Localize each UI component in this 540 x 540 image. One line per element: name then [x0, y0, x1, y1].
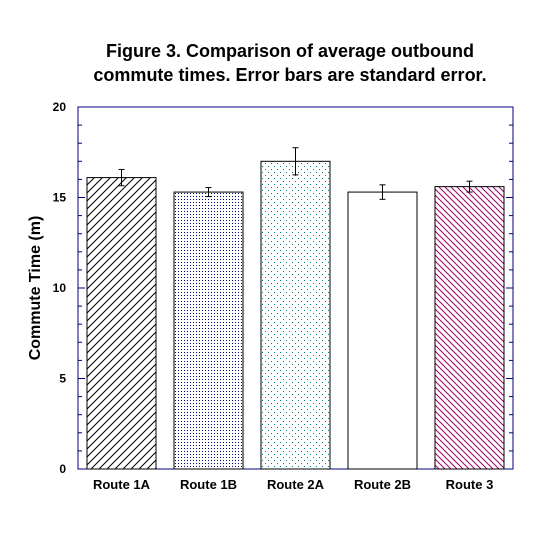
chart-title-line-1: Figure 3. Comparison of average outbound: [106, 41, 474, 61]
plot-area: 0 5 10 15 20 Route 1A Route 1B Route 2A Route 2B…: [53, 100, 514, 492]
x-category-label: Route 3: [446, 477, 494, 492]
bar: [86, 177, 157, 470]
bar: [173, 191, 244, 470]
y-tick-label: 5: [59, 372, 66, 386]
x-category-label: Route 2B: [354, 477, 411, 492]
bar: [434, 186, 505, 470]
y-tick-label: 15: [53, 191, 67, 205]
x-category-label: Route 2A: [267, 477, 325, 492]
bar: [347, 191, 418, 470]
x-category-label: Route 1B: [180, 477, 237, 492]
y-axis-title: Commute Time (m): [27, 216, 44, 361]
y-tick-label: 0: [59, 462, 66, 476]
y-tick-label: 10: [53, 281, 67, 295]
chart-title: Figure 3. Comparison of average outbound…: [93, 41, 486, 85]
x-category-label: Route 1A: [93, 477, 151, 492]
chart-title-line-2: commute times. Error bars are standard e…: [93, 65, 486, 85]
bar: [260, 160, 331, 470]
y-tick-label: 20: [53, 100, 67, 114]
